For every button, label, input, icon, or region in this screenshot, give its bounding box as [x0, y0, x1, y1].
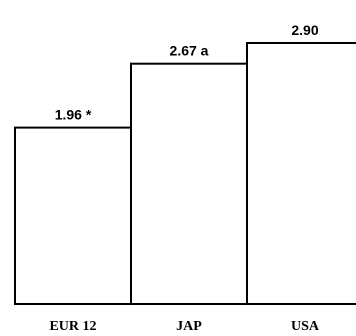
category-label-usa: USA [291, 319, 320, 334]
bars-group [14, 42, 356, 306]
category-labels-group: EUR 12 JAP USA [49, 319, 319, 334]
data-label-usa: 2.90 [291, 22, 318, 38]
data-label-jap: 2.67 a [170, 43, 209, 59]
bar-usa [246, 42, 356, 305]
category-label-jap: JAP [176, 319, 202, 334]
bar-eur12 [14, 126, 132, 305]
data-label-eur12: 1.96 * [55, 107, 92, 123]
category-label-eur12: EUR 12 [49, 319, 96, 334]
bar-jap [130, 62, 248, 306]
value-labels-group: 1.96 * 2.67 a 2.90 [55, 22, 319, 123]
